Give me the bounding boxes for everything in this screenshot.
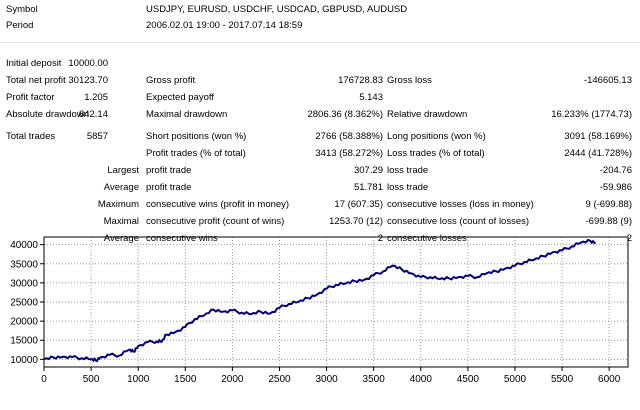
total-net-profit-label: Total net profit: [6, 75, 66, 86]
maximal-consec-loss-label: consecutive loss (count of losses): [387, 216, 530, 227]
maximal-drawdown-value: 2806.36 (8.362%): [307, 109, 383, 120]
x-tick-label: 4000: [410, 374, 433, 385]
x-tick-label: 0: [41, 374, 47, 385]
maximal-consec-profit-label: consecutive profit (count of wins): [146, 216, 285, 227]
report-row-profit-factor: Profit factor 1.205 Expected payoff 5.14…: [0, 89, 640, 106]
total-net-profit-value: 30123.70: [68, 75, 108, 86]
average-profit-trade-label: profit trade: [146, 182, 192, 193]
maximal-consec-profit-value: 1253.70 (12): [329, 216, 383, 227]
report-row-initial-deposit: Initial deposit 10000.00: [0, 55, 640, 72]
avg-consec-losses-value: 2: [626, 233, 632, 244]
gross-profit-value: 176728.83: [338, 75, 383, 86]
period-label: Period: [6, 20, 34, 31]
y-tick-label: 25000: [10, 298, 38, 309]
max-consec-losses-label: consecutive losses (loss in money): [387, 199, 534, 210]
x-tick-label: 2000: [221, 374, 244, 385]
short-positions-label: Short positions (won %): [146, 131, 247, 142]
chart-ticks: 0 500 1000 1500 2000 2500 3000 3500 4000 4500 5000…: [10, 240, 621, 385]
balance-line: [43, 238, 596, 363]
y-tick-label: 30000: [10, 278, 38, 289]
profit-factor-label: Profit factor: [6, 92, 55, 103]
x-tick-label: 3000: [315, 374, 338, 385]
x-tick-label: 500: [83, 374, 100, 385]
x-tick-label: 5500: [551, 374, 574, 385]
loss-trades-label: Loss trades (% of total): [387, 148, 485, 159]
largest-profit-trade-value: 307.29: [353, 165, 383, 176]
maximal-drawdown-label: Maximal drawdown: [146, 109, 228, 120]
avg-consec-wins-value: 2: [377, 233, 383, 244]
gross-loss-label: Gross loss: [387, 75, 432, 86]
expected-payoff-label: Expected payoff: [146, 92, 214, 103]
long-positions-value: 3091 (58.169%): [564, 131, 632, 142]
y-tick-label: 15000: [10, 336, 38, 347]
symbol-value: USDJPY, EURUSD, USDCHF, USDCAD, GBPUSD, …: [146, 4, 408, 15]
maximum-label: Maximum: [97, 199, 139, 210]
average-label: Average: [103, 182, 139, 193]
x-tick-label: 5000: [504, 374, 527, 385]
short-positions-value: 2766 (58.388%): [315, 131, 383, 142]
x-tick-label: 6000: [598, 374, 621, 385]
profit-trades-value: 3413 (58.272%): [315, 148, 383, 159]
report-row-total-trades: Total trades 5857 Short positions (won %…: [0, 128, 640, 145]
max-consec-losses-value: 9 (-699.88): [585, 199, 632, 210]
balance-chart: 0 500 1000 1500 2000 2500 3000 3500 4000 4500 5000…: [10, 236, 629, 385]
report-row-net-profit: Total net profit 30123.70 Gross profit 1…: [0, 72, 640, 89]
report-table: Initial deposit 10000.00 Total net profi…: [0, 55, 640, 247]
maximal-label: Maximal: [103, 216, 139, 227]
avg-consec-losses-label: consecutive losses: [387, 233, 467, 244]
report-row-drawdown: Absolute drawdown 842.14 Maximal drawdow…: [0, 106, 640, 123]
average-profit-trade-value: 51.781: [353, 182, 383, 193]
x-tick-label: 1000: [127, 374, 150, 385]
largest-profit-trade-label: profit trade: [146, 165, 192, 176]
loss-trades-value: 2444 (41.728%): [564, 148, 632, 159]
period-row: Period 2006.02.01 19:00 - 2017.07.14 18:…: [0, 16, 640, 36]
header-divider: [0, 42, 640, 43]
x-tick-label: 4500: [457, 374, 480, 385]
gross-loss-value: -146605.13: [583, 75, 632, 86]
y-tick-label: 35000: [10, 259, 38, 270]
largest-label: Largest: [107, 165, 139, 176]
x-tick-label: 1500: [174, 374, 197, 385]
profit-trades-label: Profit trades (% of total): [146, 148, 246, 159]
expected-payoff-value: 5.143: [359, 92, 383, 103]
initial-deposit-value: 10000.00: [68, 58, 108, 69]
symbol-label: Symbol: [6, 4, 38, 15]
average2-label: Average: [103, 233, 139, 244]
report-row-largest: Largest profit trade 307.29 loss trade -…: [0, 162, 640, 179]
symbol-row: Symbol USDJPY, EURUSD, USDCHF, USDCAD, G…: [0, 0, 640, 20]
max-consec-wins-value: 17 (607.35): [334, 199, 383, 210]
report-row-profit-trades: Profit trades (% of total) 3413 (58.272%…: [0, 145, 640, 162]
x-tick-label: 2500: [268, 374, 291, 385]
long-positions-label: Long positions (won %): [387, 131, 486, 142]
average-loss-trade-value: -59.986: [599, 182, 632, 193]
initial-deposit-label: Initial deposit: [6, 58, 62, 69]
absolute-drawdown-value: 842.14: [78, 109, 108, 120]
relative-drawdown-value: 16.233% (1774.73): [551, 109, 632, 120]
relative-drawdown-label: Relative drawdown: [387, 109, 468, 120]
average-loss-trade-label: loss trade: [387, 182, 429, 193]
largest-loss-trade-value: -204.76: [599, 165, 632, 176]
total-trades-value: 5857: [86, 131, 108, 142]
report-row-maximum: Maximum consecutive wins (profit in mone…: [0, 196, 640, 213]
y-tick-label: 10000: [10, 355, 38, 366]
chart-grid: [44, 237, 628, 367]
report-row-average: Average profit trade 51.781 loss trade -…: [0, 179, 640, 196]
report-row-average-consecutive: Average consecutive wins 2 consecutive l…: [0, 230, 640, 247]
absolute-drawdown-label: Absolute drawdown: [6, 109, 89, 120]
y-tick-label: 20000: [10, 317, 38, 328]
max-consec-wins-label: consecutive wins (profit in money): [146, 199, 290, 210]
gross-profit-label: Gross profit: [146, 75, 196, 86]
plot-area: [43, 236, 629, 368]
x-tick-label: 3500: [363, 374, 386, 385]
avg-consec-wins-label: consecutive wins: [146, 233, 218, 244]
total-trades-label: Total trades: [6, 131, 56, 142]
maximal-consec-loss-value: -699.88 (9): [585, 216, 632, 227]
largest-loss-trade-label: loss trade: [387, 165, 429, 176]
y-tick-label: 40000: [10, 240, 38, 251]
period-value: 2006.02.01 19:00 - 2017.07.14 18:59: [146, 20, 303, 31]
report-row-maximal: Maximal consecutive profit (count of win…: [0, 213, 640, 230]
profit-factor-value: 1.205: [84, 92, 108, 103]
